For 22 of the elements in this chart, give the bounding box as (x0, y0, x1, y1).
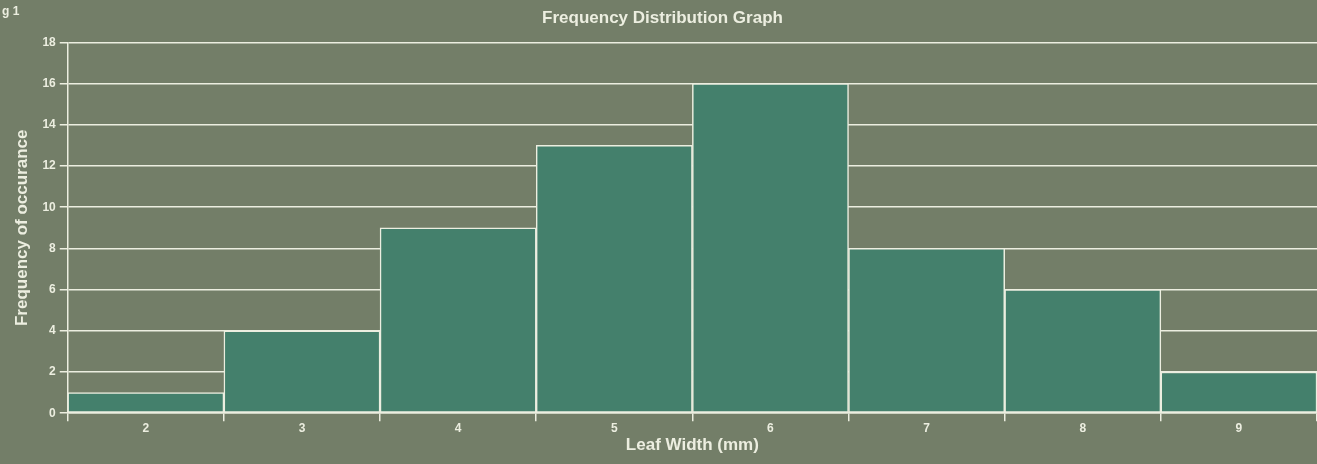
y-tick-label: 12 (42, 158, 57, 173)
text: g 1 (2, 4, 20, 19)
y-tick-label: 2 (49, 364, 57, 379)
y-axis-title: Frequency of occurance (11, 129, 31, 327)
y-tick-label: 0 (49, 405, 57, 420)
x-tick-label: 6 (767, 420, 775, 435)
x-tick-label: 9 (1235, 420, 1243, 435)
y-tick-label: 10 (42, 199, 57, 214)
y-tick-label: 18 (42, 34, 57, 49)
x-tick-label: 3 (298, 420, 306, 435)
y-tick-label: 8 (49, 240, 57, 255)
x-tick-label: 5 (610, 420, 618, 435)
y-tick-label: 16 (42, 75, 57, 90)
y-tick-label: 4 (49, 323, 57, 338)
x-axis-title: Leaf Width (mm) (625, 435, 759, 455)
x-tick-label: 8 (1079, 420, 1087, 435)
chart-title: Frequency Distribution Graph (542, 7, 783, 27)
y-tick-label: 6 (49, 281, 57, 296)
x-tick-label: 7 (923, 420, 931, 435)
y-tick-label: 14 (42, 117, 57, 132)
x-tick-label: 4 (454, 420, 462, 435)
x-tick-label: 2 (142, 420, 150, 435)
